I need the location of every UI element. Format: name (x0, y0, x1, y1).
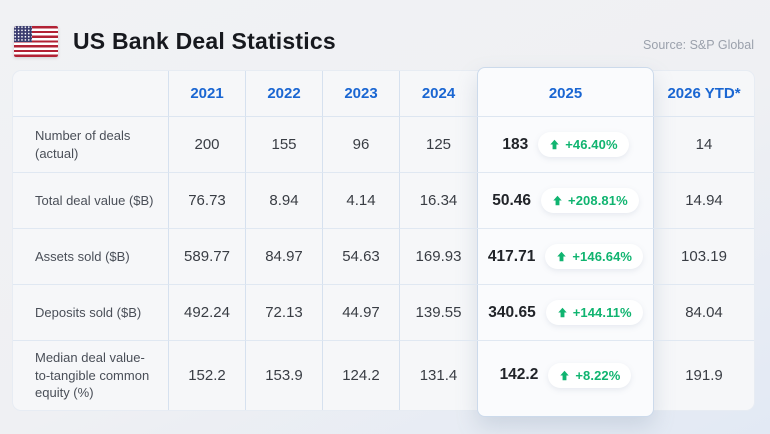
cell-2025-highlight: 142.2 +8.22% (477, 341, 654, 410)
row-label: Median deal value-to-tangible common equ… (35, 350, 150, 401)
highlight-value: 142.2 (499, 366, 539, 384)
cell-2025-highlight: 50.46 +208.81% (477, 173, 654, 229)
cell-2023: 4.14 (322, 173, 399, 229)
table-row: Deposits sold ($B) 492.24 72.13 44.97 13… (13, 285, 754, 341)
us-flag-canton (14, 25, 32, 43)
column-header-2022: 2022 (245, 71, 322, 117)
header-empty-cell (13, 71, 168, 117)
cell-2022: 155 (245, 117, 322, 173)
highlight-value: 183 (502, 135, 529, 153)
table-body: Number of deals (actual) 200 155 96 125 … (13, 117, 754, 410)
page-title: US Bank Deal Statistics (73, 27, 336, 54)
change-percent: +8.22% (575, 367, 621, 383)
table-row: Median deal value-to-tangible common equ… (13, 341, 754, 410)
up-arrow-icon (557, 251, 567, 262)
cell-2021: 492.24 (168, 285, 245, 341)
table-row: Total deal value ($B) 76.73 8.94 4.14 16… (13, 173, 754, 229)
table-header-row: 2021 2022 2023 2024 2025 2026 YTD* (13, 71, 754, 117)
cell-2024: 125 (399, 117, 477, 173)
change-badge: +208.81% (541, 188, 639, 213)
cell-2026-ytd: 14.94 (654, 173, 754, 229)
column-header-2025: 2025 (477, 71, 654, 117)
cell-2026-ytd: 191.9 (685, 366, 723, 384)
cell-2023: 44.97 (322, 285, 399, 341)
column-header-2024: 2024 (399, 71, 477, 117)
cell-2026-ytd: 84.04 (654, 285, 754, 341)
change-badge: +46.40% (538, 132, 629, 157)
cell-2021: 76.73 (168, 173, 245, 229)
change-percent: +208.81% (568, 193, 628, 208)
change-badge: +146.64% (545, 244, 644, 269)
cell-2022: 153.9 (245, 341, 322, 410)
cell-2022: 84.97 (245, 229, 322, 285)
cell-2023: 96 (322, 117, 399, 173)
row-label: Total deal value ($B) (13, 173, 168, 229)
cell-2025-highlight: 417.71 +146.64% (477, 229, 654, 285)
highlight-column-card (477, 67, 654, 417)
cell-2024: 169.93 (399, 229, 477, 285)
source-label: Source: S&P Global (643, 38, 754, 52)
up-arrow-icon (557, 307, 567, 318)
cell-2025-highlight: 340.65 +144.11% (477, 285, 654, 341)
cell-2025-highlight: 183 +46.40% (477, 117, 654, 173)
highlight-value: 417.71 (487, 247, 536, 265)
change-percent: +144.11% (572, 305, 632, 320)
change-badge: +8.22% (548, 362, 632, 388)
table-row: Number of deals (actual) 200 155 96 125 … (13, 117, 754, 173)
table-row: Assets sold ($B) 589.77 84.97 54.63 169.… (13, 229, 754, 285)
cell-2023: 54.63 (322, 229, 399, 285)
column-header-2023: 2023 (322, 71, 399, 117)
up-arrow-icon (550, 139, 559, 150)
cell-2026-ytd: 103.19 (654, 229, 754, 285)
cell-2023: 124.2 (322, 341, 399, 410)
row-label: Assets sold ($B) (13, 229, 168, 285)
cell-2024: 16.34 (399, 173, 477, 229)
change-percent: +46.40% (565, 137, 618, 152)
cell-2021: 200 (168, 117, 245, 173)
change-badge: +144.11% (545, 300, 643, 325)
up-arrow-icon (560, 370, 570, 381)
cell-2021: 152.2 (168, 341, 245, 410)
statistics-table: 2021 2022 2023 2024 2025 2026 YTD* Numbe… (12, 67, 755, 417)
up-arrow-icon (553, 195, 562, 206)
page-header: US Bank Deal Statistics Source: S&P Glob… (0, 0, 770, 58)
cell-2024: 139.55 (399, 285, 477, 341)
change-percent: +146.64% (572, 249, 633, 264)
us-flag-icon (14, 25, 58, 57)
cell-2024: 131.4 (399, 341, 477, 410)
row-label: Deposits sold ($B) (13, 285, 168, 341)
cell-2021: 589.77 (168, 229, 245, 285)
cell-2026-ytd: 14 (654, 117, 754, 173)
cell-2022: 72.13 (245, 285, 322, 341)
highlight-value: 340.65 (488, 303, 536, 321)
row-label: Number of deals (actual) (13, 117, 168, 173)
column-header-2026-ytd: 2026 YTD* (654, 71, 754, 117)
cell-2022: 8.94 (245, 173, 322, 229)
highlight-value: 50.46 (492, 191, 532, 209)
column-header-2021: 2021 (168, 71, 245, 117)
